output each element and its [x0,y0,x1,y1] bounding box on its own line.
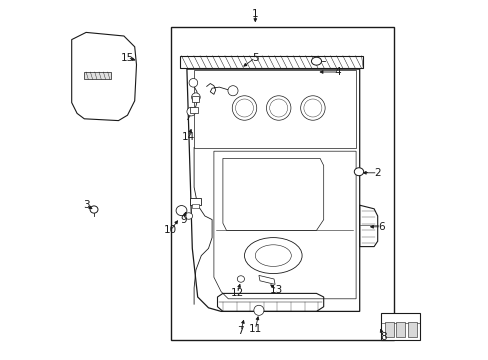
Bar [396,322,404,337]
Bar [381,313,419,340]
Circle shape [189,78,197,87]
Text: 8: 8 [379,332,386,342]
Bar [190,198,200,205]
Text: 10: 10 [164,225,177,235]
Bar [84,72,111,79]
Bar [170,27,393,340]
Ellipse shape [244,238,302,274]
Text: 9: 9 [180,215,186,225]
Text: 11: 11 [248,324,262,334]
Ellipse shape [311,57,321,65]
Text: 1: 1 [251,9,258,19]
Bar [384,322,393,337]
Text: 13: 13 [270,285,283,295]
Ellipse shape [303,99,321,117]
Circle shape [227,86,238,96]
Text: 3: 3 [82,200,89,210]
Ellipse shape [255,245,291,266]
Text: 12: 12 [230,288,244,298]
Ellipse shape [232,96,256,120]
Bar [190,107,197,113]
Bar [192,204,199,208]
Ellipse shape [184,213,192,219]
Text: 14: 14 [182,132,195,142]
Text: 7: 7 [237,326,244,336]
Text: 6: 6 [377,222,384,232]
Ellipse shape [354,168,363,176]
Circle shape [186,107,195,116]
Circle shape [191,93,200,102]
Ellipse shape [266,96,290,120]
Circle shape [253,305,264,315]
Text: 4: 4 [334,67,341,77]
Ellipse shape [90,206,98,213]
Bar [192,96,199,102]
Text: 5: 5 [251,53,258,63]
Bar [407,322,416,337]
Ellipse shape [269,99,287,117]
Text: 2: 2 [374,168,380,178]
Ellipse shape [237,276,244,282]
Ellipse shape [176,206,186,216]
Text: 15: 15 [121,53,134,63]
Ellipse shape [235,99,253,117]
Ellipse shape [300,96,325,120]
